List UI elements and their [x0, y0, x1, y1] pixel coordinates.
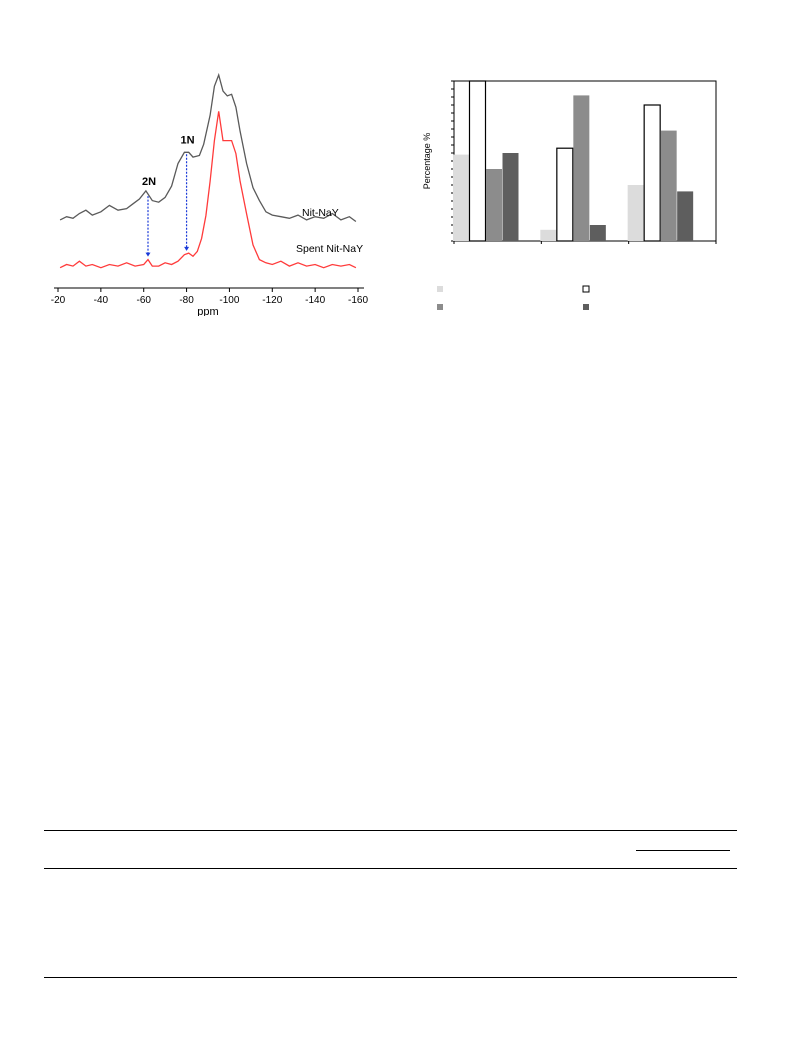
table-top-rule	[44, 830, 737, 831]
table-header-rule	[44, 868, 737, 869]
spectrum-line-spent-nit-nay	[59, 111, 357, 269]
legend-swatch-0	[437, 286, 443, 292]
x-tick-label-1: -40	[94, 295, 109, 306]
annotation-label-1: 1N	[181, 134, 195, 146]
x-axis-label: ppm	[197, 306, 218, 316]
table-column-group-rule	[636, 850, 730, 851]
bar-s2-c2	[660, 130, 677, 241]
bar-s2-c1	[573, 95, 590, 242]
nmr-spectrum-chart: -20 -40 -60 -80 -100 -120 -140 -160 ppm Nit-NaY Sp…	[51, 72, 368, 316]
x-tick-label-4: -100	[219, 295, 239, 306]
bar-s3-c1	[589, 225, 606, 241]
legend-swatch-2	[437, 304, 443, 310]
legend-swatch-3	[583, 304, 589, 310]
bar-s1-c2	[643, 104, 661, 242]
x-tick-label-0: -20	[51, 295, 66, 306]
annotation-label-0: 2N	[142, 176, 156, 188]
bar-s1-c1	[556, 147, 574, 242]
bar-s0-c1	[540, 229, 557, 241]
annotation-arrowhead-1	[184, 246, 190, 251]
series-label-0: Nit-NaY	[302, 207, 339, 219]
bar-s0-c0	[453, 154, 469, 241]
y-axis-label: Percentage %	[422, 133, 432, 190]
x-tick-label-7: -160	[348, 295, 368, 306]
legend-swatch-1	[582, 285, 590, 293]
percentage-bar-chart: Percentage %	[422, 80, 717, 310]
bar-s1-c0	[468, 80, 487, 242]
bar-s0-c2	[627, 185, 644, 241]
annotation-arrowhead-0	[145, 252, 151, 257]
series-label-1: Spent Nit-NaY	[296, 243, 363, 255]
bar-s3-c2	[677, 191, 694, 241]
bar-s2-c0	[486, 169, 502, 241]
table-bottom-rule	[44, 977, 737, 978]
spectrum-line-nit-nay	[59, 72, 357, 223]
x-tick-label-6: -140	[305, 295, 325, 306]
x-tick-label-2: -60	[136, 295, 151, 306]
bar-s3-c0	[502, 153, 519, 241]
x-tick-label-5: -120	[262, 295, 282, 306]
x-tick-label-3: -80	[179, 295, 194, 306]
